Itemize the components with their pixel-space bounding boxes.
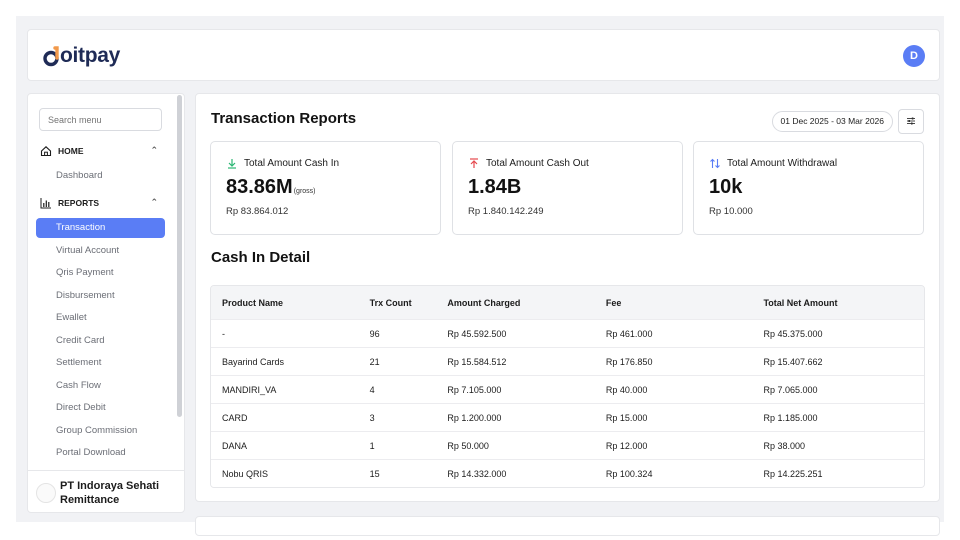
section-title: Cash In Detail bbox=[211, 249, 311, 266]
cash-in-detail-table: Product Name Trx Count Amount Charged Fe… bbox=[210, 285, 925, 488]
table-row: Nobu QRIS 15 Rp 14.332.000 Rp 100.324 Rp… bbox=[211, 459, 924, 487]
sidebar-item-disbursement[interactable]: Disbursement bbox=[56, 290, 115, 301]
cash-out-card: Total Amount Cash Out 1.84B Rp 1.840.142… bbox=[452, 141, 683, 235]
table-cell: Rp 7.105.000 bbox=[447, 384, 502, 395]
table-cell: Rp 1.185.000 bbox=[763, 412, 818, 423]
search-menu-input[interactable] bbox=[39, 108, 162, 131]
table-cell: DANA bbox=[222, 440, 248, 451]
table-cell: 3 bbox=[369, 412, 375, 423]
withdrawal-amount: Rp 10.000 bbox=[709, 206, 753, 217]
sidebar-item-settlement[interactable]: Settlement bbox=[56, 357, 102, 368]
column-header: Trx Count bbox=[369, 297, 412, 308]
table-cell: Nobu QRIS bbox=[222, 468, 269, 479]
table-row: CARD 3 Rp 1.200.000 Rp 15.000 Rp 1.185.0… bbox=[211, 403, 924, 431]
sidebar-item-ewallet[interactable]: Ewallet bbox=[56, 312, 87, 323]
table-cell: Rp 45.592.500 bbox=[447, 328, 507, 339]
brand-name: oitpay bbox=[60, 44, 121, 67]
filter-button[interactable] bbox=[898, 109, 924, 134]
user-avatar[interactable]: D bbox=[903, 45, 925, 67]
chevron-up-icon: ⌃ bbox=[150, 197, 158, 207]
date-range-picker[interactable]: 01 Dec 2025 - 03 Mar 2026 bbox=[771, 111, 893, 132]
column-header: Product Name bbox=[222, 297, 284, 308]
home-icon bbox=[40, 145, 52, 157]
sidebar: HOME ⌃ Dashboard REPORTS ⌃ Transaction V… bbox=[27, 93, 185, 513]
column-header: Amount Charged bbox=[447, 297, 521, 308]
sidebar-item-transaction[interactable]: Transaction bbox=[36, 218, 165, 238]
table-cell: Rp 45.375.000 bbox=[763, 328, 823, 339]
brand-logo[interactable]: oitpay bbox=[42, 43, 120, 69]
doitpay-logo-icon bbox=[42, 45, 62, 67]
bar-chart-icon bbox=[40, 197, 52, 209]
sidebar-item-qris-payment[interactable]: Qris Payment bbox=[56, 267, 114, 278]
table-cell: 15 bbox=[369, 468, 380, 479]
sidebar-item-cash-flow[interactable]: Cash Flow bbox=[56, 380, 101, 391]
cash-in-value: 83.86M bbox=[226, 176, 293, 198]
sidebar-item-group-commission[interactable]: Group Commission bbox=[56, 425, 138, 436]
table-cell: Rp 14.225.251 bbox=[763, 468, 823, 479]
reports-label: REPORTS bbox=[58, 198, 100, 208]
cash-out-label: Total Amount Cash Out bbox=[486, 158, 589, 169]
sidebar-item-direct-debit[interactable]: Direct Debit bbox=[56, 402, 106, 413]
table-cell: 96 bbox=[369, 328, 380, 339]
table-cell: Bayarind Cards bbox=[222, 356, 285, 367]
table-row: - 96 Rp 45.592.500 Rp 461.000 Rp 45.375.… bbox=[211, 319, 924, 347]
table-cell: Rp 176.850 bbox=[605, 356, 653, 367]
chevron-up-icon: ⌃ bbox=[150, 145, 158, 155]
table-cell: MANDIRI_VA bbox=[222, 384, 277, 395]
sliders-icon bbox=[906, 113, 916, 131]
withdrawal-label: Total Amount Withdrawal bbox=[727, 158, 838, 169]
column-header: Total Net Amount bbox=[763, 297, 838, 308]
page-title: Transaction Reports bbox=[211, 110, 357, 127]
company-switcher[interactable]: PT Indoraya Sehati Remittance bbox=[28, 470, 184, 512]
arrow-down-icon bbox=[226, 158, 238, 169]
cash-in-amount: Rp 83.864.012 bbox=[226, 206, 289, 217]
sidebar-section-home[interactable]: HOME ⌃ bbox=[40, 144, 162, 158]
table-cell: 4 bbox=[369, 384, 375, 395]
table-cell: 1 bbox=[369, 440, 375, 451]
next-panel bbox=[195, 516, 940, 536]
table-row: DANA 1 Rp 50.000 Rp 12.000 Rp 38.000 bbox=[211, 431, 924, 459]
table-cell: Rp 50.000 bbox=[447, 440, 489, 451]
table-cell: Rp 7.065.000 bbox=[763, 384, 818, 395]
table-cell: Rp 12.000 bbox=[605, 440, 648, 451]
table-cell: Rp 40.000 bbox=[605, 384, 648, 395]
withdrawal-value: 10k bbox=[709, 176, 743, 198]
sidebar-item-virtual-account[interactable]: Virtual Account bbox=[56, 245, 120, 256]
gross-note: (gross) bbox=[293, 188, 316, 195]
table-cell: Rp 38.000 bbox=[763, 440, 805, 451]
table-cell: 21 bbox=[369, 356, 380, 367]
table-row: Bayarind Cards 21 Rp 15.584.512 Rp 176.8… bbox=[211, 347, 924, 375]
sidebar-item-dashboard[interactable]: Dashboard bbox=[56, 170, 103, 181]
sidebar-section-reports[interactable]: REPORTS ⌃ bbox=[40, 196, 162, 210]
table-cell: Rp 15.407.662 bbox=[763, 356, 823, 367]
main-panel: Transaction Reports 01 Dec 2025 - 03 Mar… bbox=[195, 93, 940, 502]
sidebar-item-portal-download[interactable]: Portal Download bbox=[56, 447, 126, 458]
sidebar-scrollbar[interactable] bbox=[177, 95, 182, 417]
table-cell: Rp 1.200.000 bbox=[447, 412, 502, 423]
table-cell: Rp 15.000 bbox=[605, 412, 648, 423]
table-cell: Rp 461.000 bbox=[605, 328, 653, 339]
sidebar-item-credit-card[interactable]: Credit Card bbox=[56, 335, 105, 346]
top-bar: oitpay D bbox=[27, 29, 940, 81]
cash-in-card: Total Amount Cash In 83.86M(gross) Rp 83… bbox=[210, 141, 441, 235]
table-cell: CARD bbox=[222, 412, 248, 423]
swap-arrows-icon bbox=[709, 158, 721, 169]
table-header: Product Name Trx Count Amount Charged Fe… bbox=[211, 286, 924, 319]
home-label: HOME bbox=[58, 146, 84, 156]
arrow-up-icon bbox=[468, 158, 480, 169]
company-logo-icon bbox=[36, 483, 56, 503]
cash-out-value: 1.84B bbox=[468, 176, 522, 198]
table-row: MANDIRI_VA 4 Rp 7.105.000 Rp 40.000 Rp 7… bbox=[211, 375, 924, 403]
withdrawal-card: Total Amount Withdrawal 10k Rp 10.000 bbox=[693, 141, 924, 235]
company-name: PT Indoraya Sehati Remittance bbox=[60, 480, 160, 506]
cash-in-label: Total Amount Cash In bbox=[244, 158, 340, 169]
table-cell: - bbox=[222, 328, 225, 339]
table-cell: Rp 100.324 bbox=[605, 468, 653, 479]
cash-out-amount: Rp 1.840.142.249 bbox=[468, 206, 544, 217]
table-cell: Rp 15.584.512 bbox=[447, 356, 507, 367]
column-header: Fee bbox=[605, 297, 622, 308]
table-cell: Rp 14.332.000 bbox=[447, 468, 507, 479]
